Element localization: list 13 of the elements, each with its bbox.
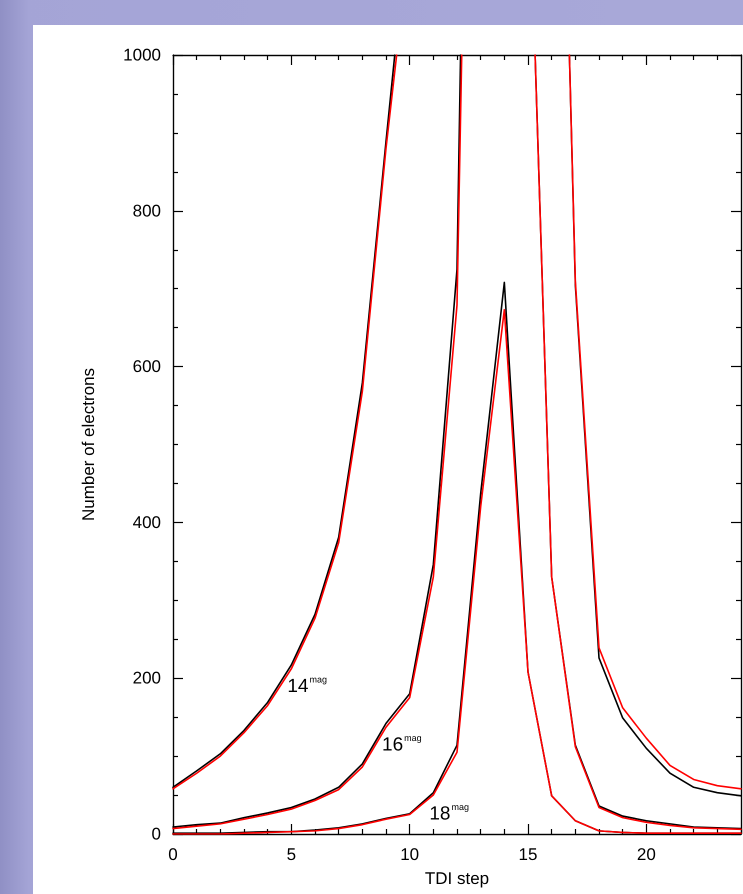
y-tick-label: 1000: [123, 46, 161, 64]
y-tick-label: 400: [132, 512, 161, 532]
x-tick-label: 15: [518, 845, 538, 864]
y-axis-title: Number of electrons: [79, 368, 98, 522]
x-axis-title: TDI step: [424, 869, 490, 888]
x-tick-label: 5: [286, 845, 296, 864]
x-tick-label: 0: [168, 845, 178, 864]
y-tick-label: 0: [152, 824, 161, 844]
y-tick-label: 600: [132, 357, 161, 376]
y-tick-label: 200: [132, 668, 161, 688]
y-tick-label: 800: [132, 201, 161, 220]
x-tick-label: 20: [636, 845, 656, 864]
x-tick-label: 10: [400, 845, 420, 864]
